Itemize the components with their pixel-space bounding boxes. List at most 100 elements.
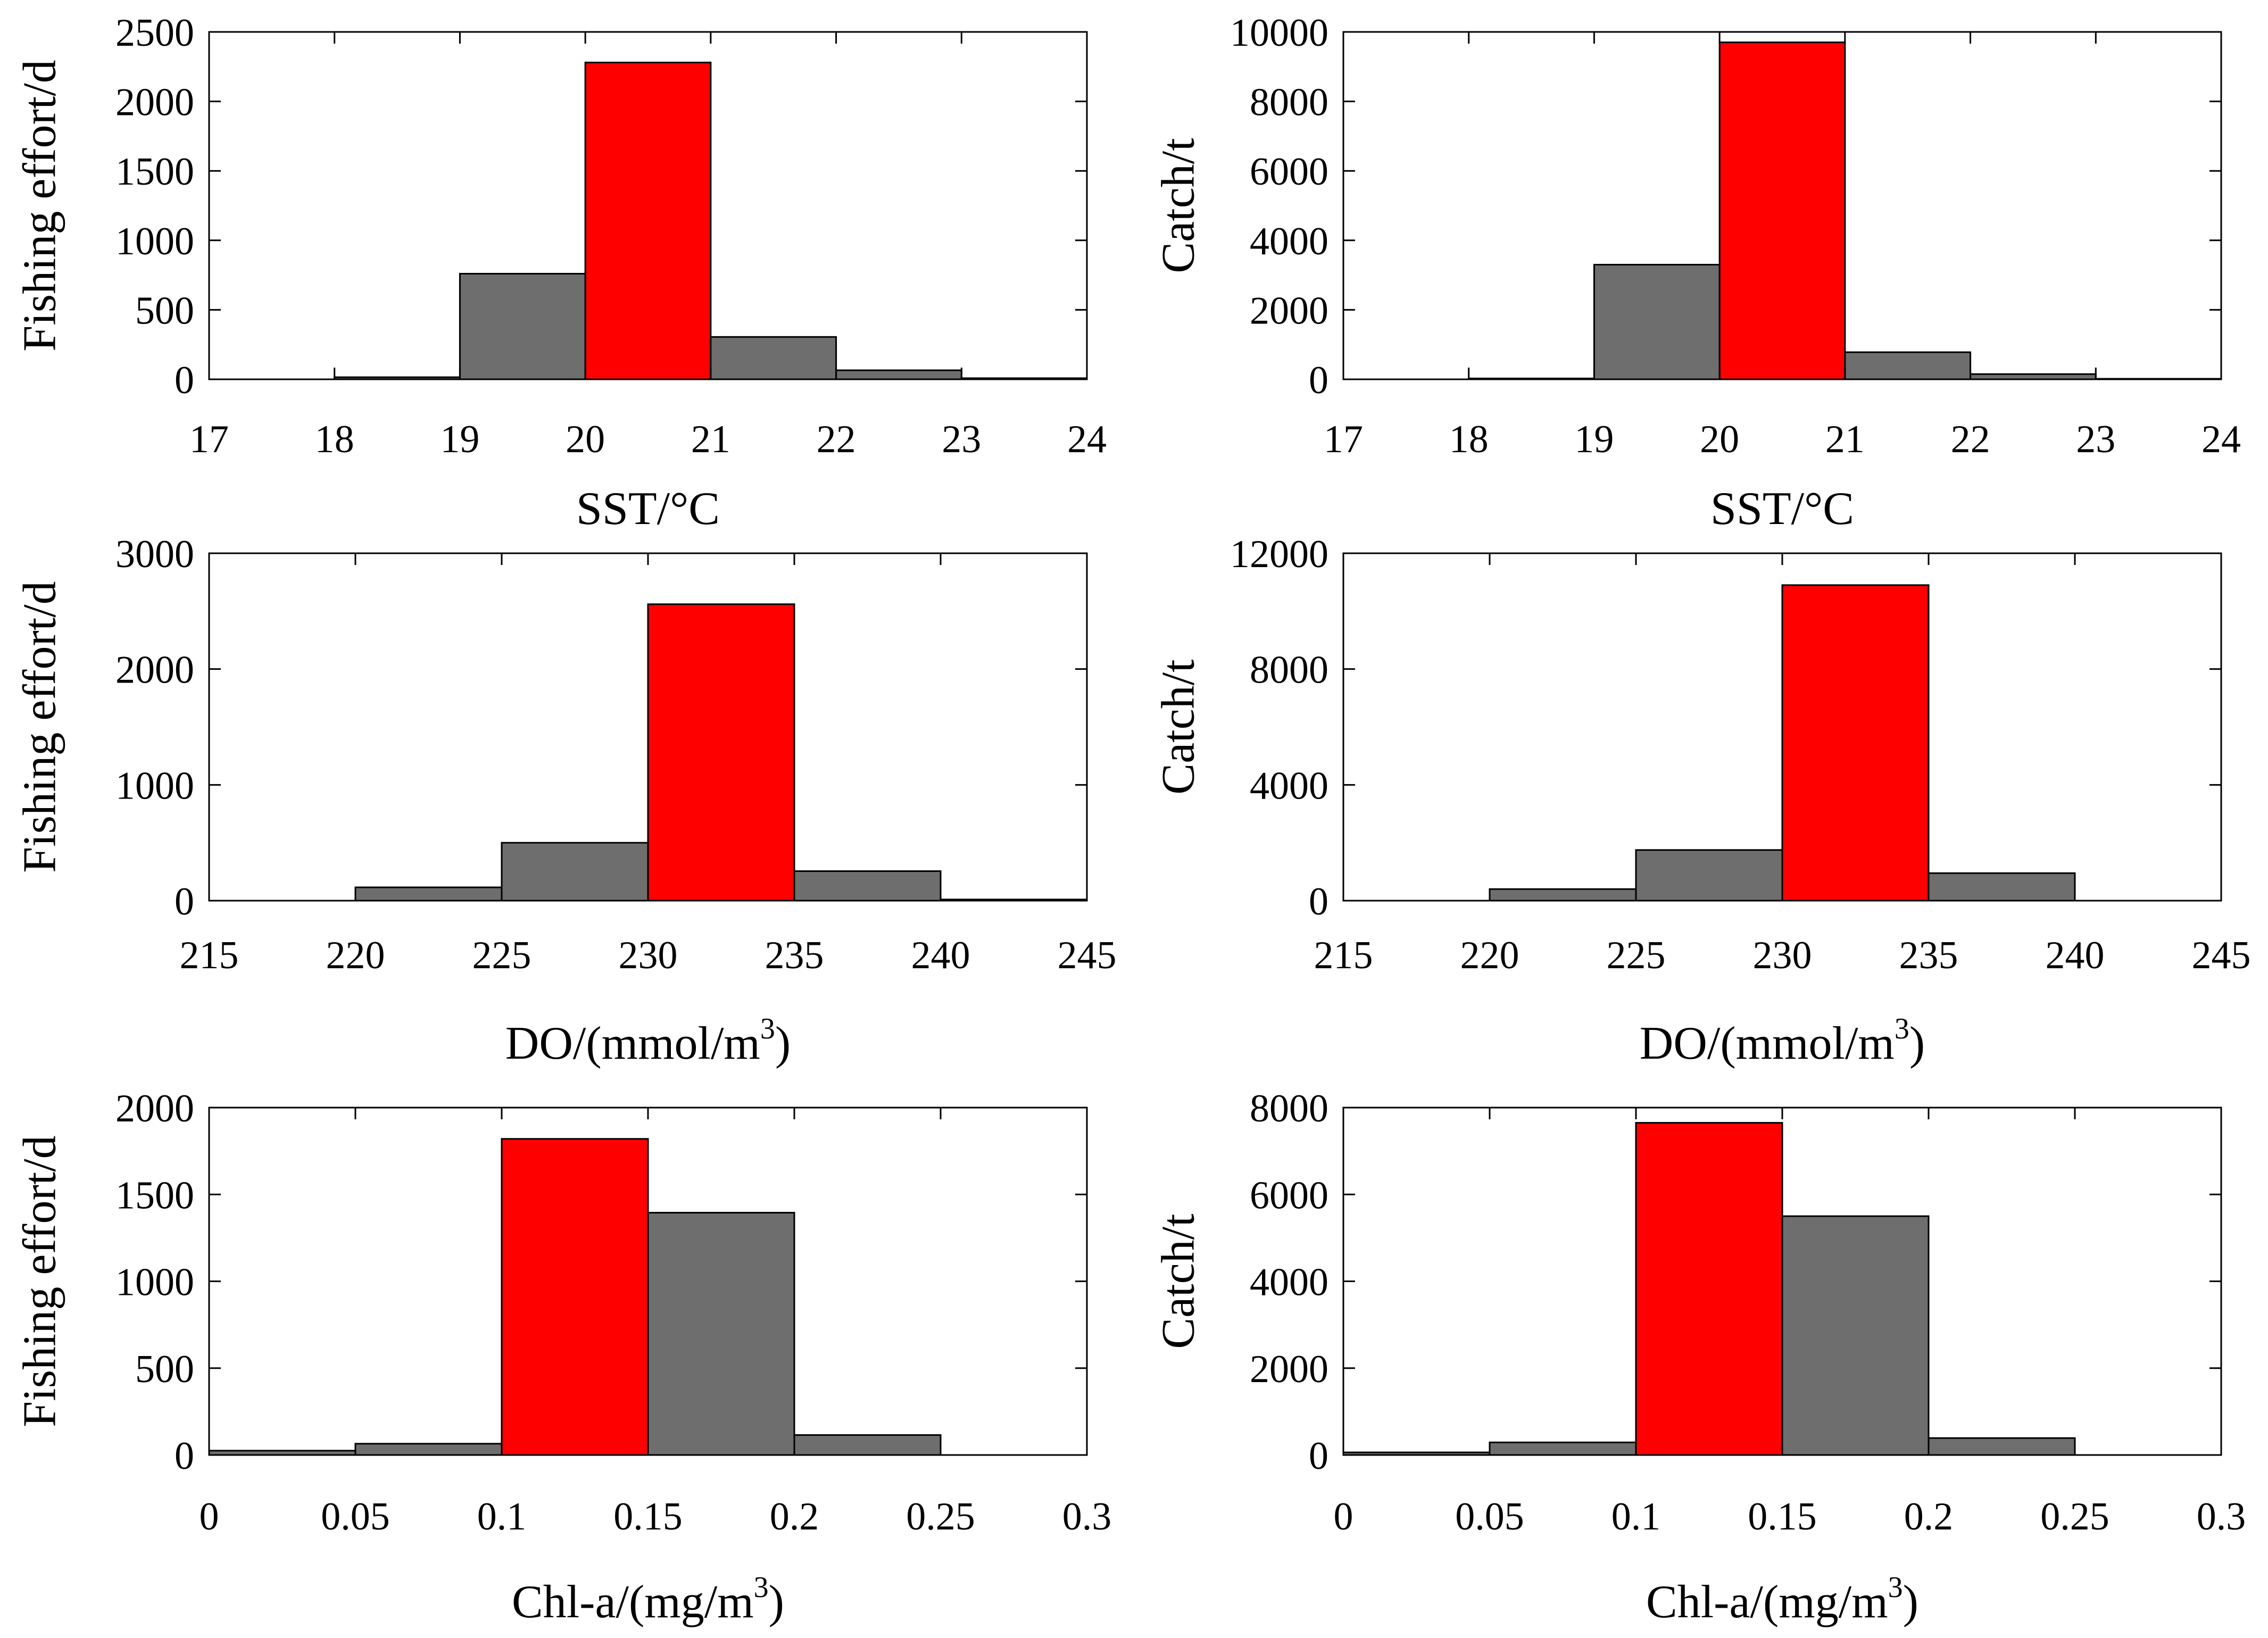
x-tick-label-sst-catch-7: 24: [2201, 418, 2241, 461]
x-tick-label-sst-catch-6: 23: [2076, 418, 2115, 461]
x-tick-label-do-effort-5: 240: [911, 934, 970, 977]
y-tick-label-chla-catch-0: 0: [1309, 1434, 1328, 1478]
y-tick-label-sst-effort-0: 0: [175, 359, 194, 402]
x-tick-label-chla-effort-4: 0.2: [770, 1495, 819, 1539]
bar-sst-catch-2: [1593, 264, 1721, 380]
y-tick-label-chla-catch-2: 4000: [1250, 1261, 1328, 1304]
x-tick-label-do-effort-1: 220: [326, 934, 385, 977]
y-tick-label-do-catch-1: 4000: [1250, 764, 1328, 808]
bar-sst-catch-3: [1718, 41, 1846, 380]
axes-frame-sst-effort: [208, 31, 1088, 380]
panel-chla-effort: 0 0.05 0.1 0.15 0.2 0.25 0.3 0 500 1000 1500 2000 Ch…: [14, 1087, 1112, 1628]
y-tick-label-chla-catch-3: 6000: [1250, 1174, 1328, 1217]
y-tick-label-do-catch-0: 0: [1309, 880, 1328, 924]
y-tick-label-sst-effort-1: 500: [135, 289, 194, 332]
x-tick-label-do-catch-1: 220: [1460, 934, 1519, 977]
bar-chla-catch-4: [1928, 1437, 2076, 1456]
y-axis-title-chla-effort: Fishing effort/d: [14, 1135, 66, 1427]
x-tick-label-chla-catch-3: 0.15: [1748, 1495, 1817, 1539]
x-tick-label-chla-catch-1: 0.05: [1455, 1495, 1524, 1539]
x-tick-label-sst-effort-2: 19: [440, 418, 479, 461]
y-tick-label-chla-effort-2: 1000: [115, 1261, 194, 1304]
bar-do-catch-3: [1781, 584, 1930, 902]
x-tick-label-chla-effort-3: 0.15: [613, 1495, 683, 1539]
y-tick-label-chla-effort-0: 0: [175, 1434, 194, 1478]
x-tick-label-sst-effort-0: 17: [189, 418, 229, 461]
y-tick-label-sst-effort-4: 2000: [115, 81, 194, 124]
x-tick-label-sst-catch-0: 17: [1324, 418, 1363, 461]
x-tick-label-sst-catch-4: 21: [1825, 418, 1865, 461]
x-tick-label-chla-effort-5: 0.25: [906, 1495, 975, 1539]
bar-chla-effort-1: [354, 1443, 503, 1456]
y-tick-label-sst-effort-5: 2500: [115, 11, 194, 55]
x-tick-label-do-catch-4: 235: [1899, 934, 1958, 977]
y-tick-label-chla-catch-4: 8000: [1250, 1087, 1328, 1130]
x-tick-label-sst-effort-6: 23: [942, 418, 981, 461]
y-tick-label-chla-effort-1: 500: [135, 1348, 194, 1391]
x-tick-label-chla-catch-5: 0.25: [2040, 1495, 2109, 1539]
panel-do-catch: 215 220 225 230 235 240 245 0 4000 8000 12000 DO/(m…: [1153, 533, 2251, 1069]
bar-do-effort-2: [501, 842, 649, 902]
x-tick-label-sst-effort-3: 20: [566, 418, 605, 461]
x-tick-label-sst-catch-5: 22: [1951, 418, 1990, 461]
y-tick-label-do-catch-2: 8000: [1250, 648, 1328, 692]
bar-sst-effort-2: [459, 272, 586, 380]
x-axis-title-sst-effort: SST/°C: [576, 483, 720, 535]
panel-sst-effort: 17 18 19 20 21 22 23 24 0 500 1000 1500 2000 2500 SST/…: [14, 11, 1107, 535]
x-tick-label-do-effort-4: 235: [765, 934, 824, 977]
x-tick-label-chla-catch-6: 0.3: [2197, 1495, 2246, 1539]
bar-chla-catch-1: [1489, 1441, 1637, 1456]
x-tick-label-chla-effort-0: 0: [200, 1495, 219, 1539]
bar-do-effort-1: [354, 886, 503, 902]
y-tick-label-sst-catch-3: 6000: [1250, 150, 1328, 194]
y-tick-label-do-effort-2: 2000: [115, 648, 194, 692]
y-tick-label-do-catch-3: 12000: [1230, 533, 1328, 576]
x-tick-label-sst-effort-4: 21: [691, 418, 730, 461]
x-axis-title-do-effort: DO/(mmol/m3): [505, 1012, 791, 1069]
bar-chla-effort-2: [501, 1138, 649, 1456]
x-tick-label-sst-effort-5: 22: [817, 418, 856, 461]
x-axis-title-chla-effort: Chl-a/(mg/m3): [512, 1571, 784, 1628]
y-tick-label-chla-effort-3: 1500: [115, 1174, 194, 1217]
y-tick-label-sst-effort-3: 1500: [115, 150, 194, 194]
y-tick-label-do-effort-0: 0: [175, 880, 194, 924]
axes-frame-sst-catch: [1342, 31, 2222, 380]
x-tick-label-do-effort-2: 225: [472, 934, 531, 977]
x-tick-label-chla-catch-4: 0.2: [1904, 1495, 1954, 1539]
y-tick-label-sst-effort-2: 1000: [115, 220, 194, 263]
x-tick-label-sst-catch-3: 20: [1700, 418, 1739, 461]
bar-sst-effort-5: [835, 369, 962, 380]
x-tick-label-chla-catch-0: 0: [1334, 1495, 1353, 1539]
bar-sst-effort-3: [584, 61, 712, 380]
x-tick-label-do-effort-3: 230: [619, 934, 678, 977]
y-tick-label-chla-effort-4: 2000: [115, 1087, 194, 1130]
y-axis-title-sst-catch: Catch/t: [1153, 138, 1204, 273]
x-tick-label-sst-catch-2: 19: [1574, 418, 1614, 461]
x-axis-title-sst-catch: SST/°C: [1710, 483, 1854, 535]
y-axis-title-do-catch: Catch/t: [1153, 659, 1204, 794]
x-tick-label-chla-catch-2: 0.1: [1611, 1495, 1661, 1539]
bar-chla-effort-3: [647, 1212, 795, 1456]
y-tick-label-sst-catch-0: 0: [1309, 359, 1328, 402]
bar-do-catch-4: [1928, 872, 2076, 902]
x-axis-title-chla-catch: Chl-a/(mg/m3): [1646, 1571, 1918, 1628]
x-tick-label-sst-catch-1: 18: [1449, 418, 1489, 461]
y-tick-label-sst-catch-5: 10000: [1230, 11, 1328, 55]
x-tick-label-do-effort-6: 245: [1058, 934, 1117, 977]
x-tick-label-sst-effort-1: 18: [315, 418, 354, 461]
y-tick-label-sst-catch-1: 2000: [1250, 289, 1328, 332]
bar-sst-effort-4: [710, 336, 837, 380]
bar-chla-effort-4: [793, 1434, 942, 1456]
x-tick-label-chla-effort-2: 0.1: [477, 1495, 527, 1539]
bar-do-effort-3: [647, 603, 795, 902]
y-axis-title-chla-catch: Catch/t: [1153, 1213, 1204, 1349]
bar-chla-catch-3: [1781, 1215, 1930, 1456]
x-tick-label-do-effort-0: 215: [180, 934, 239, 977]
y-axis-title-do-effort: Fishing effort/d: [14, 581, 66, 872]
y-tick-label-do-effort-1: 1000: [115, 764, 194, 808]
bar-chla-catch-2: [1635, 1122, 1783, 1456]
y-tick-label-do-effort-3: 3000: [115, 533, 194, 576]
panel-sst-catch: 17 18 19 20 21 22 23 24 0 2000 4000 6000 8000 10000 SS…: [1153, 11, 2241, 535]
y-tick-label-chla-catch-1: 2000: [1250, 1348, 1328, 1391]
x-tick-label-do-catch-6: 245: [2192, 934, 2251, 977]
